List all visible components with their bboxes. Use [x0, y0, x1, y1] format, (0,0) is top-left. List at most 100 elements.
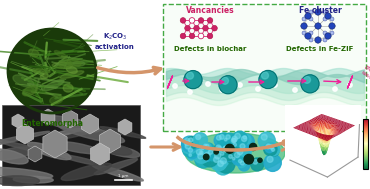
Circle shape — [204, 143, 214, 153]
Circle shape — [218, 161, 223, 167]
Ellipse shape — [185, 133, 285, 173]
Circle shape — [330, 31, 334, 35]
Circle shape — [186, 72, 194, 79]
Polygon shape — [41, 109, 55, 125]
Circle shape — [225, 144, 234, 153]
Circle shape — [249, 143, 257, 150]
Ellipse shape — [0, 139, 51, 154]
Circle shape — [243, 136, 246, 139]
Ellipse shape — [33, 69, 50, 73]
Circle shape — [267, 145, 270, 148]
Ellipse shape — [59, 59, 71, 68]
Circle shape — [173, 84, 177, 88]
Circle shape — [258, 132, 275, 149]
Circle shape — [325, 13, 331, 19]
Circle shape — [232, 131, 248, 147]
Circle shape — [240, 144, 245, 149]
Circle shape — [184, 71, 202, 89]
Ellipse shape — [50, 130, 93, 140]
Ellipse shape — [103, 146, 140, 157]
Text: Enteromorpha: Enteromorpha — [21, 119, 83, 128]
Circle shape — [212, 151, 229, 168]
Circle shape — [207, 18, 213, 23]
Ellipse shape — [43, 116, 100, 132]
Circle shape — [189, 154, 192, 156]
Circle shape — [242, 136, 247, 142]
Circle shape — [213, 157, 219, 162]
Circle shape — [224, 138, 227, 141]
Circle shape — [333, 87, 337, 91]
Circle shape — [233, 143, 236, 146]
Circle shape — [214, 150, 218, 154]
Circle shape — [211, 155, 227, 171]
Circle shape — [188, 148, 193, 152]
Circle shape — [302, 31, 306, 35]
Circle shape — [232, 150, 247, 166]
Circle shape — [200, 151, 203, 154]
Text: 1 μm: 1 μm — [118, 174, 128, 178]
Circle shape — [219, 135, 224, 139]
Circle shape — [220, 158, 226, 164]
Ellipse shape — [0, 149, 28, 164]
Circle shape — [226, 135, 230, 139]
Circle shape — [182, 138, 198, 154]
Circle shape — [223, 146, 229, 152]
Ellipse shape — [94, 159, 138, 175]
Circle shape — [269, 145, 274, 149]
Circle shape — [229, 136, 243, 150]
Text: EM
waves: EM waves — [360, 65, 370, 83]
Circle shape — [240, 161, 244, 165]
Circle shape — [309, 38, 313, 42]
Circle shape — [180, 18, 186, 23]
Circle shape — [221, 152, 224, 155]
Circle shape — [264, 142, 277, 156]
Circle shape — [232, 142, 241, 151]
Circle shape — [273, 83, 277, 87]
Circle shape — [198, 150, 208, 160]
Circle shape — [188, 90, 192, 94]
Circle shape — [323, 38, 327, 42]
Circle shape — [325, 33, 331, 39]
Circle shape — [204, 152, 210, 158]
Circle shape — [229, 134, 245, 149]
Circle shape — [251, 158, 264, 171]
Circle shape — [202, 143, 211, 152]
Circle shape — [182, 142, 198, 157]
Circle shape — [235, 152, 240, 158]
Ellipse shape — [221, 86, 237, 91]
Circle shape — [194, 25, 199, 31]
Circle shape — [198, 33, 204, 39]
Circle shape — [305, 13, 311, 19]
Text: Defects in biochar: Defects in biochar — [174, 46, 246, 52]
Circle shape — [186, 136, 199, 149]
Circle shape — [270, 147, 279, 156]
Ellipse shape — [73, 61, 85, 66]
Bar — [2, 105, 140, 185]
Circle shape — [203, 152, 212, 161]
Circle shape — [258, 158, 262, 162]
Circle shape — [238, 142, 252, 156]
Circle shape — [267, 143, 280, 156]
Circle shape — [315, 23, 321, 29]
Ellipse shape — [92, 165, 143, 181]
Circle shape — [256, 87, 260, 91]
Circle shape — [267, 156, 273, 162]
Circle shape — [231, 156, 238, 164]
Ellipse shape — [54, 50, 67, 58]
Circle shape — [207, 33, 213, 39]
Circle shape — [303, 76, 310, 83]
Circle shape — [293, 88, 297, 92]
Circle shape — [198, 18, 204, 23]
Circle shape — [302, 17, 306, 21]
Circle shape — [235, 133, 240, 139]
Circle shape — [237, 149, 243, 155]
Circle shape — [193, 133, 208, 147]
Ellipse shape — [23, 86, 37, 96]
Circle shape — [204, 154, 209, 160]
Polygon shape — [43, 130, 67, 158]
Circle shape — [217, 156, 235, 173]
Ellipse shape — [186, 81, 202, 86]
Circle shape — [214, 145, 229, 160]
Text: Vancancies: Vancancies — [186, 6, 234, 15]
Ellipse shape — [13, 176, 53, 183]
